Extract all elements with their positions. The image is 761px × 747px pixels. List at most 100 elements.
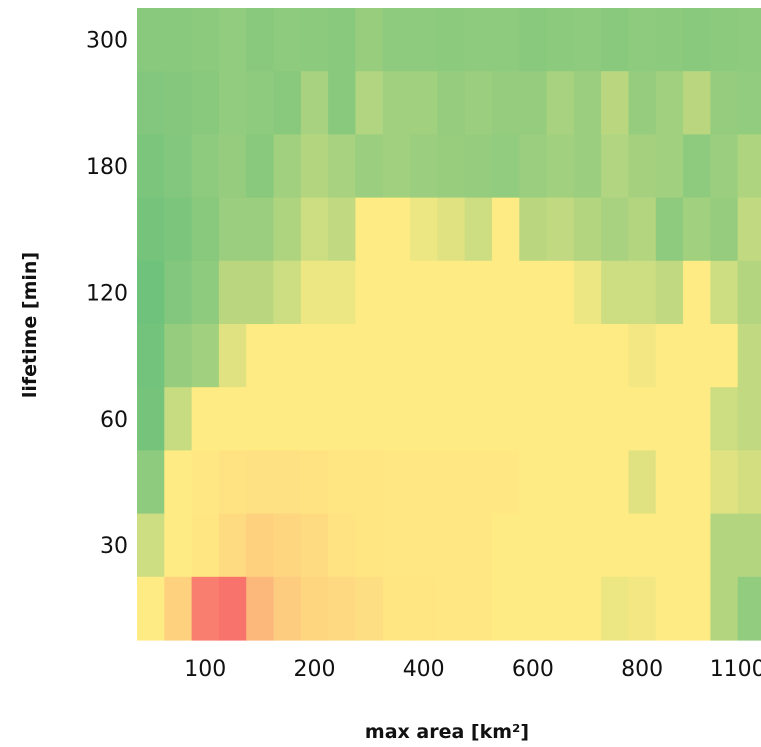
x-tick-label: 600 xyxy=(512,657,554,682)
heatmap-cell xyxy=(300,450,329,515)
heatmap-cell xyxy=(519,71,548,135)
heatmap-cell xyxy=(737,8,761,72)
heatmap-cell xyxy=(710,387,739,451)
heatmap-cell xyxy=(273,324,302,388)
heatmap-cell xyxy=(737,513,761,578)
heatmap-cell xyxy=(546,8,575,72)
heatmap-cell xyxy=(601,450,630,515)
heatmap-cell xyxy=(191,450,220,515)
heatmap-cell xyxy=(137,197,165,262)
heatmap-cell xyxy=(464,260,493,325)
heatmap-cell xyxy=(164,260,193,325)
heatmap-cell xyxy=(519,197,548,262)
heatmap-cell xyxy=(382,576,411,641)
heatmap-cell xyxy=(355,8,384,72)
heatmap-cell xyxy=(355,324,384,388)
heatmap-cell xyxy=(246,576,275,641)
heatmap-cell xyxy=(410,260,438,325)
heatmap-cell xyxy=(246,513,275,578)
heatmap-cell xyxy=(273,387,302,451)
heatmap-cell xyxy=(437,134,466,199)
heatmap-cell xyxy=(191,576,220,641)
heatmap-cell xyxy=(546,197,575,262)
heatmap-cell xyxy=(164,513,193,578)
heatmap-cell xyxy=(300,134,329,199)
heatmap-cell xyxy=(300,576,329,641)
heatmap-cell xyxy=(137,260,165,325)
heatmap-cell xyxy=(218,260,247,325)
heatmap-cell xyxy=(273,260,302,325)
heatmap-cell xyxy=(546,134,575,199)
heatmap-cell xyxy=(382,71,411,135)
x-axis-title: max area [km²] xyxy=(365,721,529,743)
heatmap-cell xyxy=(410,513,438,578)
heatmap-cell xyxy=(273,576,302,641)
heatmap-cell xyxy=(655,450,684,515)
heatmap-cell xyxy=(546,324,575,388)
heatmap-cell xyxy=(519,260,548,325)
heatmap-cell xyxy=(737,260,761,325)
heatmap-cell xyxy=(464,71,493,135)
heatmap-cell xyxy=(218,134,247,199)
x-tick-label: 100 xyxy=(184,657,226,682)
heatmap-cell xyxy=(519,513,548,578)
heatmap-cell xyxy=(437,260,466,325)
y-axis-title: lifetime [min] xyxy=(19,252,41,398)
heatmap-cell xyxy=(382,8,411,72)
heatmap-cell xyxy=(491,8,520,72)
heatmap-cell xyxy=(710,197,739,262)
heatmap-cell xyxy=(464,576,493,641)
heatmap-cell xyxy=(410,134,438,199)
heatmap-cell xyxy=(710,8,739,72)
heatmap-cell xyxy=(683,260,711,325)
heatmap-cell xyxy=(137,513,165,578)
heatmap-cell xyxy=(410,197,438,262)
heatmap-cell xyxy=(519,8,548,72)
heatmap-cell xyxy=(410,576,438,641)
heatmap-cell xyxy=(655,197,684,262)
heatmap-cell xyxy=(491,71,520,135)
heatmap-cell xyxy=(601,260,630,325)
heatmap-cell xyxy=(710,450,739,515)
y-tick-label: 30 xyxy=(100,534,128,559)
heatmap-cell xyxy=(355,387,384,451)
heatmap-cell xyxy=(437,324,466,388)
heatmap-cell xyxy=(273,513,302,578)
heatmap-cell xyxy=(710,513,739,578)
heatmap-cell xyxy=(655,8,684,72)
heatmap-cell xyxy=(273,450,302,515)
heatmap-cell xyxy=(683,387,711,451)
heatmap-cell xyxy=(328,513,357,578)
heatmap-cell xyxy=(328,197,357,262)
heatmap-cell xyxy=(519,134,548,199)
heatmap-cell xyxy=(355,260,384,325)
y-tick-labels: 300 180 120 60 30 xyxy=(86,29,128,560)
heatmap-cell xyxy=(573,576,602,641)
y-tick-label: 180 xyxy=(86,155,128,180)
heatmap-cell xyxy=(191,324,220,388)
heatmap-cell xyxy=(328,260,357,325)
heatmap-cell xyxy=(491,513,520,578)
heatmap-cell xyxy=(355,197,384,262)
heatmap-cell xyxy=(655,324,684,388)
heatmap-cell xyxy=(328,134,357,199)
heatmap-cell xyxy=(437,71,466,135)
heatmap-cell xyxy=(601,387,630,451)
heatmap-cell xyxy=(437,576,466,641)
heatmap-cell xyxy=(628,324,657,388)
heatmap-cell xyxy=(437,197,466,262)
heatmap-cell xyxy=(355,71,384,135)
heatmap-cell xyxy=(437,450,466,515)
heatmap-cell xyxy=(273,197,302,262)
heatmap-cell xyxy=(601,134,630,199)
heatmap-cell xyxy=(246,71,275,135)
heatmap-cell xyxy=(710,71,739,135)
heatmap-cell xyxy=(573,450,602,515)
heatmap-cell xyxy=(546,260,575,325)
heatmap-cell xyxy=(382,450,411,515)
heatmap-cell xyxy=(737,71,761,135)
heatmap-cell xyxy=(491,134,520,199)
heatmap-cell xyxy=(437,387,466,451)
heatmap-cell xyxy=(191,387,220,451)
x-tick-label: 800 xyxy=(621,657,663,682)
